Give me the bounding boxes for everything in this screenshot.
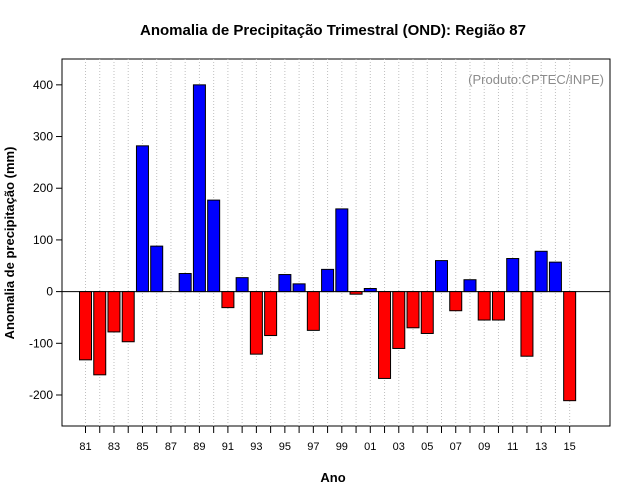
bar-83 xyxy=(107,291,121,333)
bar-03 xyxy=(392,291,406,349)
x-tick-label-89: 89 xyxy=(193,441,205,453)
bar-14 xyxy=(548,261,562,293)
y-tick-label: 400 xyxy=(33,78,53,92)
bar-06 xyxy=(435,260,448,293)
bar-92 xyxy=(235,277,249,293)
x-tick-label-11: 11 xyxy=(507,441,518,453)
bar-85 xyxy=(135,145,149,293)
bar-15 xyxy=(563,291,577,402)
bar-10 xyxy=(491,291,505,321)
x-tick-label-01: 01 xyxy=(364,441,376,453)
x-tick-label-07: 07 xyxy=(450,441,462,453)
bar-93 xyxy=(249,291,263,355)
bar-07 xyxy=(449,291,463,312)
bar-97 xyxy=(306,291,320,331)
bar-90 xyxy=(207,199,221,293)
x-tick-label-15: 15 xyxy=(564,441,576,453)
bar-88 xyxy=(178,273,192,293)
y-tick-label: 300 xyxy=(33,130,53,144)
x-axis-title: Ano xyxy=(320,470,345,485)
chart-title: Anomalia de Precipitação Trimestral (OND… xyxy=(140,22,526,39)
bar-02 xyxy=(378,291,392,379)
y-tick-label: -200 xyxy=(29,388,53,402)
x-axis: 81 83 85 87 89 91 93 95 97 99 01 03 05 07 09 11 13 15 xyxy=(79,426,576,453)
bar-00 xyxy=(349,291,363,295)
bar-98 xyxy=(321,268,335,293)
x-tick-label-09: 09 xyxy=(478,441,490,453)
x-tick-label-85: 85 xyxy=(136,441,148,453)
grid-lines xyxy=(85,59,571,426)
x-tick-label-99: 99 xyxy=(336,441,348,453)
bar-82 xyxy=(93,291,107,376)
bar-91 xyxy=(221,291,235,309)
bar-09 xyxy=(477,291,491,321)
y-tick-label: 200 xyxy=(33,181,53,195)
x-tick-label-13: 13 xyxy=(535,441,547,453)
y-axis: -200 -100 0 100 200 300 400 xyxy=(29,78,62,402)
x-tick-label-91: 91 xyxy=(222,441,234,453)
x-tick-label-81: 81 xyxy=(79,441,91,453)
bar-95 xyxy=(278,274,292,293)
x-tick-label-93: 93 xyxy=(250,441,262,453)
x-tick-label-05: 05 xyxy=(421,441,433,453)
bars xyxy=(79,84,577,402)
bar-04 xyxy=(406,291,420,329)
bar-13 xyxy=(534,250,548,293)
x-tick-label-83: 83 xyxy=(108,441,120,453)
bar-99 xyxy=(335,208,349,293)
bar-81 xyxy=(79,291,92,361)
y-tick-label: -100 xyxy=(29,336,53,350)
bar-08 xyxy=(463,279,477,293)
bar-86 xyxy=(150,245,164,293)
y-axis-title: Anomalia de precipitação (mm) xyxy=(2,147,17,340)
bar-84 xyxy=(121,291,135,343)
bar-94 xyxy=(264,291,278,337)
bar-89 xyxy=(192,84,206,293)
x-tick-label-95: 95 xyxy=(279,441,291,453)
x-tick-label-87: 87 xyxy=(165,441,177,453)
y-tick-label: 100 xyxy=(33,233,53,247)
credit-annotation: (Produto:CPTEC/INPE) xyxy=(468,72,604,87)
plot-area xyxy=(61,58,611,427)
y-tick-label: 0 xyxy=(46,285,53,299)
bar-96 xyxy=(292,283,306,293)
bar-05 xyxy=(420,291,434,334)
x-tick-label-03: 03 xyxy=(393,441,405,453)
bar-12 xyxy=(520,291,534,357)
x-tick-label-97: 97 xyxy=(307,441,319,453)
bar-01 xyxy=(363,288,377,293)
bar-11 xyxy=(506,258,520,293)
